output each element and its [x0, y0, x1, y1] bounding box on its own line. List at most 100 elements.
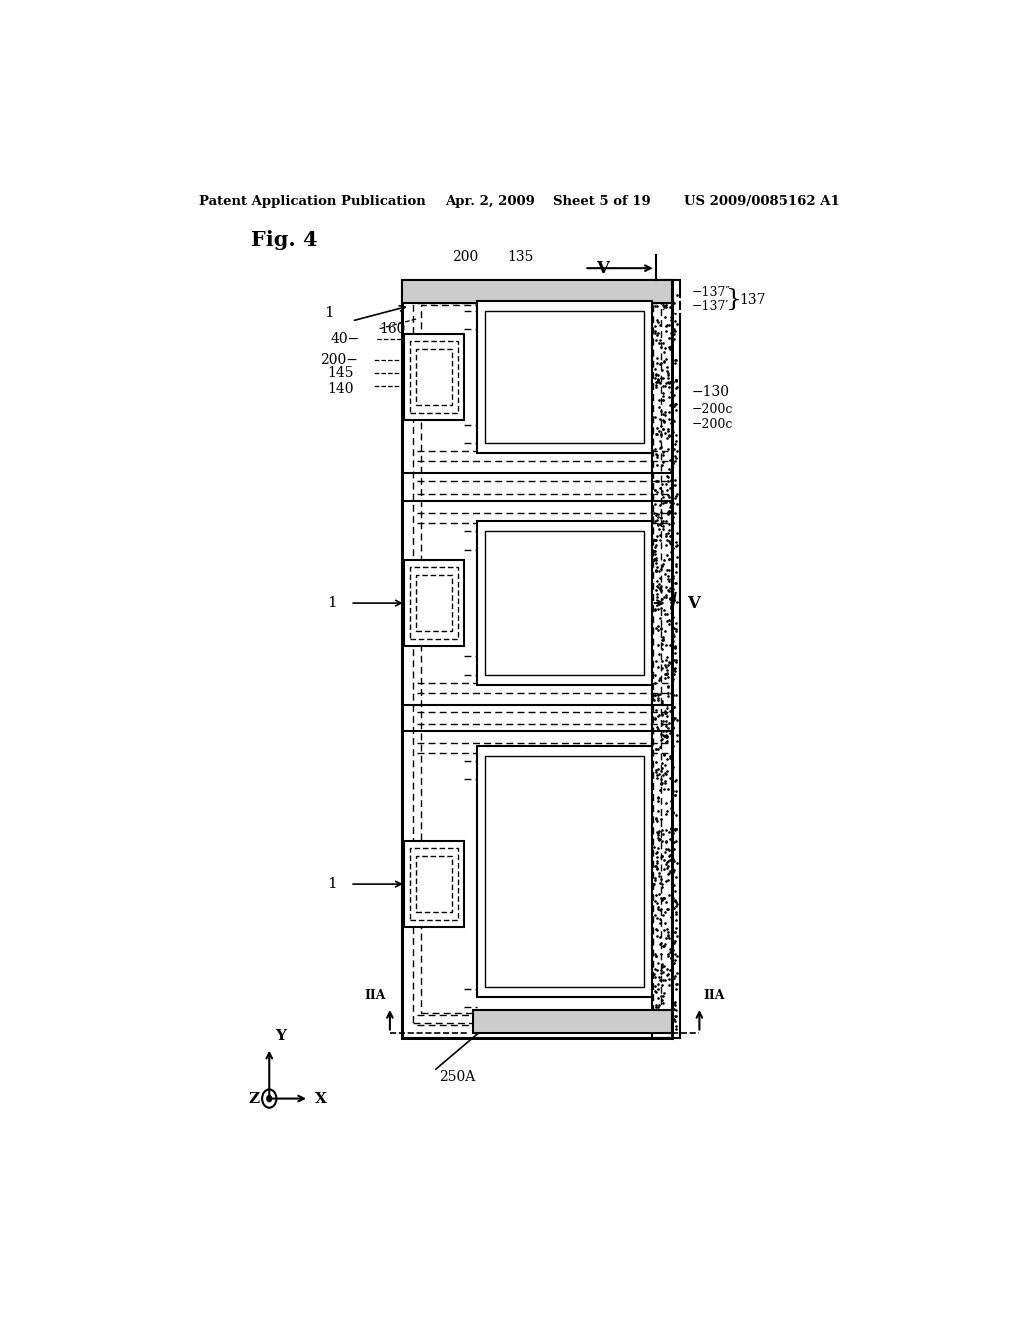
- Point: [646, 549, 663, 570]
- Point: [666, 898, 682, 919]
- Point: [647, 598, 664, 619]
- Bar: [416, 348, 452, 405]
- Point: [658, 726, 675, 747]
- Point: [646, 286, 663, 308]
- Point: [655, 743, 672, 764]
- Point: [668, 484, 684, 506]
- Point: [662, 767, 678, 788]
- Point: [669, 853, 685, 874]
- Point: [669, 285, 685, 306]
- Point: [658, 479, 675, 500]
- Point: [660, 610, 677, 631]
- Point: [660, 531, 677, 552]
- Point: [663, 939, 679, 960]
- Point: [647, 599, 664, 620]
- Point: [646, 837, 663, 858]
- Point: [653, 960, 670, 981]
- Point: [649, 525, 666, 546]
- Point: [647, 1015, 664, 1036]
- Point: [658, 296, 675, 317]
- Bar: [477, 746, 652, 997]
- Point: [664, 486, 680, 507]
- Point: [656, 858, 673, 879]
- Point: [650, 1019, 667, 1040]
- Point: [665, 568, 681, 589]
- Point: [657, 337, 674, 358]
- Point: [667, 1006, 683, 1027]
- Point: [658, 899, 675, 920]
- Point: [657, 282, 674, 304]
- Point: [657, 754, 674, 775]
- Point: [665, 453, 681, 474]
- Point: [646, 855, 663, 876]
- Point: [653, 630, 670, 651]
- Point: [652, 437, 669, 458]
- Point: [667, 965, 683, 986]
- Point: [651, 866, 668, 887]
- Point: [662, 652, 678, 673]
- Point: [651, 397, 668, 418]
- Point: [655, 389, 672, 411]
- Point: [654, 970, 671, 991]
- Point: [664, 743, 680, 764]
- Point: [662, 577, 678, 598]
- Text: Fig. 4: Fig. 4: [251, 230, 317, 249]
- Point: [667, 323, 683, 345]
- Point: [650, 899, 667, 920]
- Point: [657, 576, 674, 597]
- Point: [664, 797, 680, 818]
- Point: [659, 682, 676, 704]
- Point: [648, 424, 665, 445]
- Bar: [404, 560, 464, 647]
- Point: [658, 958, 675, 979]
- Point: [667, 968, 683, 989]
- Point: [660, 327, 677, 348]
- Point: [646, 359, 663, 380]
- Point: [647, 548, 664, 569]
- Point: [660, 372, 677, 393]
- Point: [668, 572, 684, 593]
- Bar: [485, 532, 644, 675]
- Point: [668, 818, 684, 840]
- Point: [647, 375, 664, 396]
- Point: [665, 887, 681, 908]
- Point: [651, 354, 668, 375]
- Point: [653, 618, 670, 639]
- Point: [650, 371, 667, 392]
- Point: [660, 282, 677, 304]
- Point: [646, 284, 663, 305]
- Point: [662, 701, 678, 722]
- Point: [648, 454, 665, 475]
- Point: [658, 820, 675, 841]
- Point: [651, 607, 668, 628]
- Point: [654, 904, 671, 925]
- Point: [649, 513, 666, 535]
- Point: [660, 975, 677, 997]
- Point: [665, 474, 681, 495]
- Point: [654, 628, 671, 649]
- Point: [652, 578, 669, 599]
- Point: [650, 801, 667, 822]
- Point: [663, 470, 679, 491]
- Point: [659, 418, 676, 440]
- Point: [659, 502, 676, 523]
- Point: [655, 956, 672, 977]
- Text: −137′: −137′: [691, 300, 729, 313]
- Point: [653, 974, 670, 995]
- Point: [658, 282, 675, 304]
- Point: [648, 510, 665, 531]
- Point: [660, 523, 677, 544]
- Point: [649, 285, 666, 306]
- Point: [658, 603, 675, 624]
- Point: [650, 619, 667, 640]
- Point: [648, 445, 665, 466]
- Point: [659, 870, 676, 891]
- Point: [662, 478, 678, 499]
- Point: [654, 725, 671, 746]
- Point: [650, 370, 667, 391]
- Text: IIA: IIA: [365, 989, 386, 1002]
- Point: [666, 624, 682, 645]
- Point: [660, 549, 677, 570]
- Point: [665, 314, 681, 335]
- Point: [648, 424, 665, 445]
